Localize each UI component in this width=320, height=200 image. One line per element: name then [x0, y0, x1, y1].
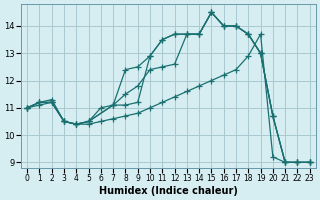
X-axis label: Humidex (Indice chaleur): Humidex (Indice chaleur)	[99, 186, 238, 196]
